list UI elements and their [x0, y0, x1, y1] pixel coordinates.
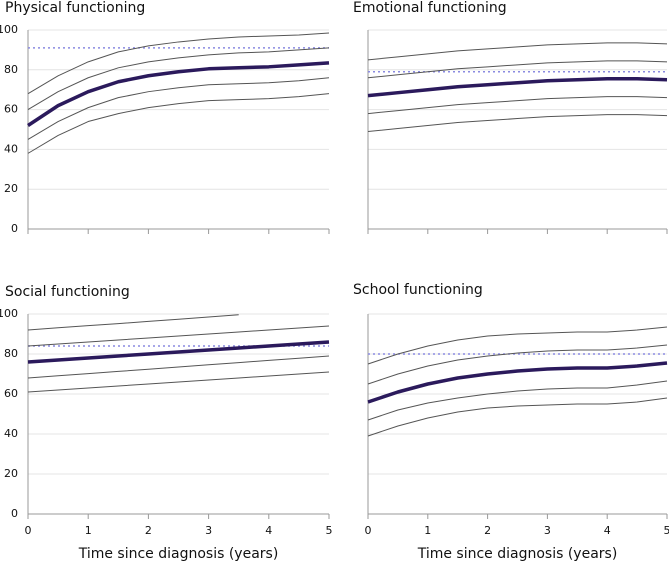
y-tick-label: 80 — [4, 63, 18, 76]
panel-title: Social functioning — [5, 284, 130, 300]
series-line — [27, 340, 330, 364]
x-tick-label: 0 — [25, 524, 32, 537]
y-tick-label: 60 — [4, 387, 18, 400]
y-tick-label: 80 — [4, 347, 18, 360]
x-tick-label: 0 — [365, 524, 372, 537]
x-tick-label: 1 — [85, 524, 92, 537]
x-tick-label: 5 — [664, 524, 669, 537]
x-tick-label: 4 — [604, 524, 611, 537]
x-axis-title: Time since diagnosis (years) — [417, 546, 618, 562]
y-tick-label: 100 — [0, 23, 18, 36]
series-line — [367, 344, 668, 385]
y-tick-label: 20 — [4, 467, 18, 480]
x-tick-label: 4 — [265, 524, 272, 537]
y-tick-label: 20 — [4, 182, 18, 195]
y-tick-label: 40 — [4, 427, 18, 440]
x-tick-label: 1 — [424, 524, 431, 537]
y-tick-label: 40 — [4, 142, 18, 155]
y-tick-label: 0 — [11, 222, 18, 235]
series-line — [367, 60, 668, 79]
series-line — [27, 314, 239, 331]
panel-title: Physical functioning — [5, 0, 145, 16]
series-line — [367, 42, 668, 61]
series-line — [367, 380, 668, 421]
y-tick-label: 60 — [4, 103, 18, 116]
series-line — [367, 77, 668, 98]
x-tick-label: 2 — [145, 524, 152, 537]
series-line — [27, 355, 330, 379]
series-line — [367, 361, 668, 404]
series-line — [27, 61, 330, 127]
series-line — [367, 96, 668, 115]
series-line — [27, 325, 330, 347]
y-tick-label: 0 — [11, 507, 18, 520]
panel-title: Emotional functioning — [353, 0, 507, 16]
x-tick-label: 2 — [484, 524, 491, 537]
x-tick-label: 3 — [544, 524, 551, 537]
series-line — [27, 47, 330, 111]
y-tick-label: 100 — [0, 307, 18, 320]
series-line — [27, 93, 330, 154]
series-line — [27, 32, 330, 95]
x-tick-label: 3 — [205, 524, 212, 537]
series-line — [27, 371, 330, 393]
panel-title: School functioning — [353, 282, 483, 298]
series-line — [367, 326, 668, 365]
x-tick-label: 5 — [326, 524, 333, 537]
series-line — [27, 77, 330, 140]
x-axis-title: Time since diagnosis (years) — [78, 546, 279, 562]
series-line — [367, 397, 668, 437]
series-line — [367, 114, 668, 132]
